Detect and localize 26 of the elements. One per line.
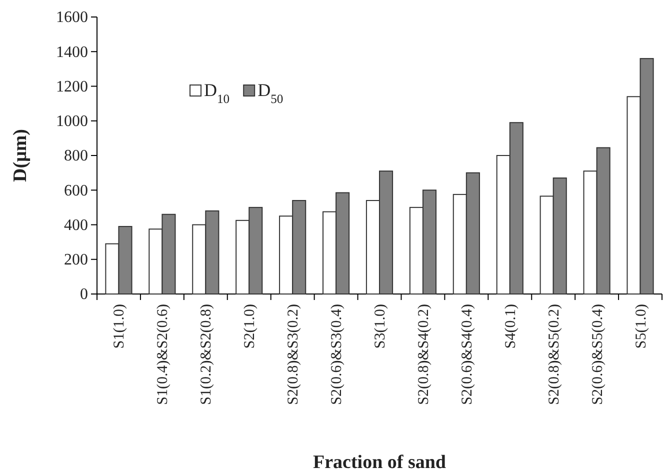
x-tick-label: S1(0.2)&S2(0.8) [198,304,215,405]
y-tick-label: 0 [80,286,88,304]
x-tick-label: S2(0.8)&S5(0.2) [546,304,562,405]
x-tick-label: S4(0.1) [502,304,519,349]
x-tick-label: S2(0.8)&S4(0.2) [416,304,432,405]
x-tick-label: S2(0.8)&S3(0.2) [286,304,302,405]
y-tick-label: 600 [64,182,88,200]
legend-label: D$_{50}$ [258,80,284,106]
x-tick-label: S2(1.0) [242,304,258,349]
y-tick-label: 1200 [56,78,88,96]
y-tick-label: 1000 [56,112,88,130]
x-tick-label: S2(0.6)&S3(0.4) [329,304,346,405]
y-tick-label: 1400 [56,44,88,61]
y-tick-label: 200 [64,251,88,268]
y-tick-label: 1600 [56,9,88,26]
y-tick-label: 400 [64,216,88,234]
x-tick-label: S1(0.4)&S2(0.6) [155,304,172,405]
x-tick-label: S1(1.0) [112,304,128,349]
y-axis-title: D(μm) [10,129,31,182]
x-tick-label: S3(1.0) [372,304,388,349]
x-axis-title: Fraction of sand [313,452,446,473]
y-tick-label: 800 [64,148,88,165]
legend-label: D$_{10}$ [204,80,230,106]
x-tick-label: S5(1.0) [633,304,650,349]
x-tick-label: S2(0.6)&S4(0.4) [459,304,476,405]
x-tick-label: S2(0.6)&S5(0.4) [590,304,606,405]
